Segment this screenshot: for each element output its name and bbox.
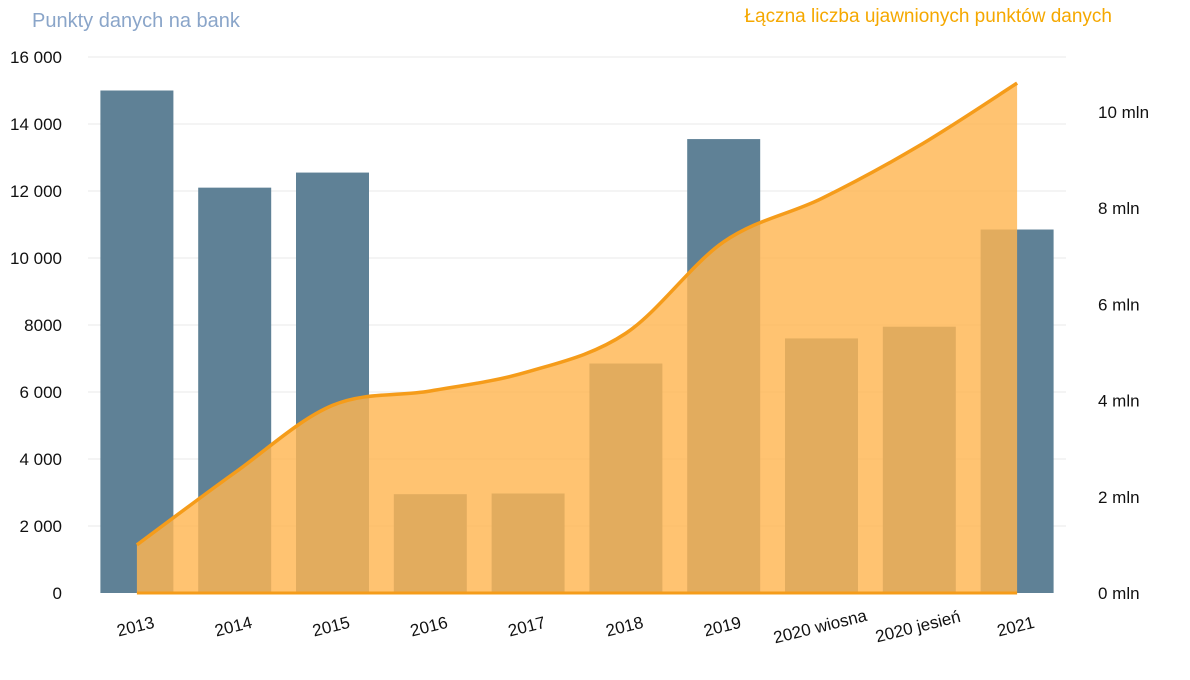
x-tick-label: 2018 [604, 613, 645, 641]
x-tick-label: 2017 [506, 613, 547, 641]
y-left-tick-label: 14 000 [10, 115, 62, 134]
y-right-tick-label: 4 mln [1098, 392, 1140, 411]
y-right-tick-label: 10 mln [1098, 103, 1149, 122]
y-left-tick-label: 4 000 [19, 450, 62, 469]
x-tick-label: 2019 [702, 613, 743, 641]
y-left-tick-label: 10 000 [10, 249, 62, 268]
y-left-tick-label: 12 000 [10, 182, 62, 201]
x-tick-label: 2014 [213, 613, 254, 641]
y-right-tick-label: 2 mln [1098, 488, 1140, 507]
right-axis-title: Łączna liczba ujawnionych punktów danych [744, 6, 1112, 27]
y-left-tick-label: 6 000 [19, 383, 62, 402]
y-left-tick-label: 8000 [24, 316, 62, 335]
y-left-tick-label: 16 000 [10, 48, 62, 67]
y-right-tick-label: 8 mln [1098, 199, 1140, 218]
x-tick-label: 2015 [311, 613, 352, 641]
x-tick-label: 2016 [408, 613, 449, 641]
x-tick-label: 2020 jesień [873, 607, 962, 646]
y-right-tick-label: 6 mln [1098, 295, 1140, 314]
area-line [135, 81, 1019, 547]
x-tick-label: 2013 [115, 613, 156, 641]
y-left-tick-label: 2 000 [19, 517, 62, 536]
left-axis-title: Punkty danych na bank [32, 10, 240, 32]
x-tick-label: 2020 wiosna [772, 606, 870, 648]
y-left-tick-label: 0 [53, 584, 62, 603]
y-right-tick-label: 0 mln [1098, 584, 1140, 603]
bar-2013 [100, 90, 174, 593]
x-tick-label: 2021 [995, 613, 1036, 641]
